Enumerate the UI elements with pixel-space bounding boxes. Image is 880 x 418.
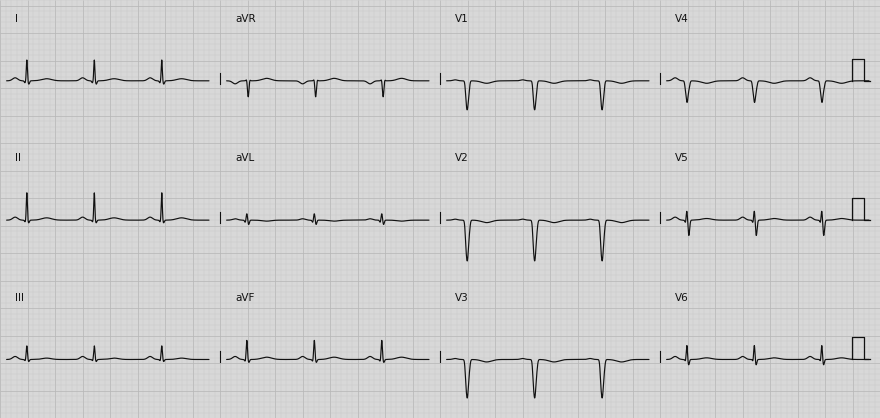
Text: aVL: aVL <box>236 153 254 163</box>
Text: I: I <box>16 14 18 24</box>
Text: aVF: aVF <box>236 293 255 303</box>
Text: aVR: aVR <box>236 14 256 24</box>
Text: II: II <box>16 153 21 163</box>
Text: V4: V4 <box>676 14 689 24</box>
Text: V1: V1 <box>456 14 469 24</box>
Text: V3: V3 <box>456 293 469 303</box>
Text: V6: V6 <box>676 293 689 303</box>
Text: III: III <box>16 293 25 303</box>
Text: V5: V5 <box>676 153 689 163</box>
Text: V2: V2 <box>456 153 469 163</box>
